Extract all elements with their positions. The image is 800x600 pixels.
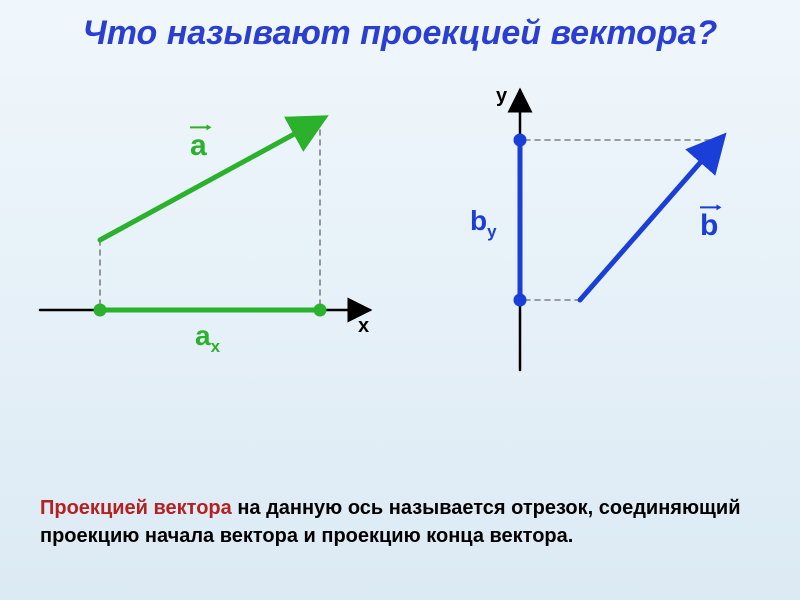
svg-text:a: a [190, 129, 207, 162]
slide-caption: Проекцией вектора на данную ось называет… [40, 494, 760, 550]
caption-lead: Проекцией вектора [40, 497, 232, 519]
left-drop-lines [100, 120, 320, 310]
title-text: Что называют проекцией вектора? [83, 14, 718, 52]
right-diagram: y b by [420, 80, 780, 380]
x-axis-label: x [358, 315, 369, 337]
vector-a [100, 120, 320, 240]
svg-text:b: b [700, 209, 718, 242]
vector-b [580, 140, 720, 300]
slide-title: Что называют проекцией вектора? [0, 14, 800, 53]
right-drop-lines [520, 140, 720, 300]
svg-text:by: by [470, 205, 497, 241]
left-diagram: x a ax [40, 100, 400, 380]
vector-a-label: a [190, 124, 212, 162]
svg-text:ax: ax [195, 320, 221, 356]
y-axis-label: y [496, 85, 508, 107]
vector-b-label: b [700, 204, 722, 242]
projection-ax-label: ax [195, 320, 221, 356]
projection-by-label: by [470, 205, 497, 241]
